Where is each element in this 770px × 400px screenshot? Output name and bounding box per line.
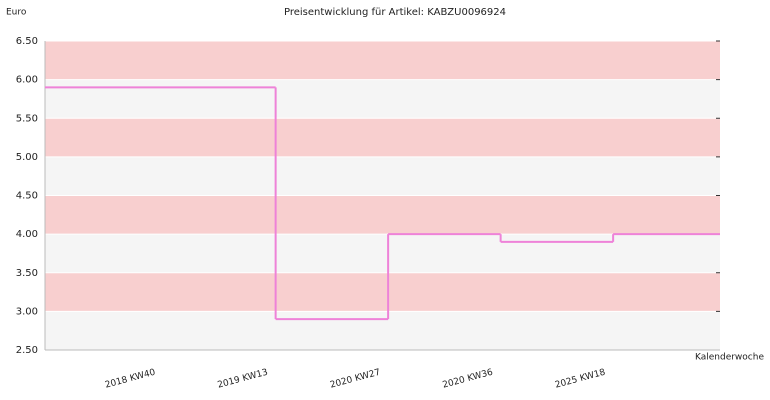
y-tick-label: 2.50	[16, 345, 38, 356]
x-tick-label: 2020 KW27	[329, 368, 382, 391]
background-band	[45, 234, 720, 273]
y-tick-label: 6.00	[16, 75, 38, 86]
y-tick-label: 3.50	[16, 268, 38, 279]
y-tick-label: 4.50	[16, 191, 38, 202]
background-band	[45, 118, 720, 157]
chart-title: Preisentwicklung für Artikel: KABZU00969…	[284, 7, 506, 18]
background-band	[45, 79, 720, 119]
y-tick-label: 6.50	[16, 36, 38, 47]
y-tick-label: 5.50	[16, 113, 38, 124]
x-axis-label: Kalenderwoche	[695, 353, 764, 363]
x-tick-label: 2019 KW13	[217, 368, 270, 391]
y-tick-label: 4.00	[16, 229, 38, 240]
y-tick-label: 3.00	[16, 306, 38, 317]
background-band	[45, 311, 720, 350]
x-tick-label: 2025 KW18	[554, 368, 607, 391]
background-band	[45, 195, 720, 235]
y-tick-label: 5.00	[16, 152, 38, 163]
x-tick-label: 2018 KW40	[104, 368, 157, 391]
y-axis-label: Euro	[6, 8, 27, 18]
background-band	[45, 41, 720, 80]
x-tick-label: 2020 KW36	[442, 368, 495, 391]
background-band	[45, 272, 720, 312]
background-band	[45, 156, 720, 196]
